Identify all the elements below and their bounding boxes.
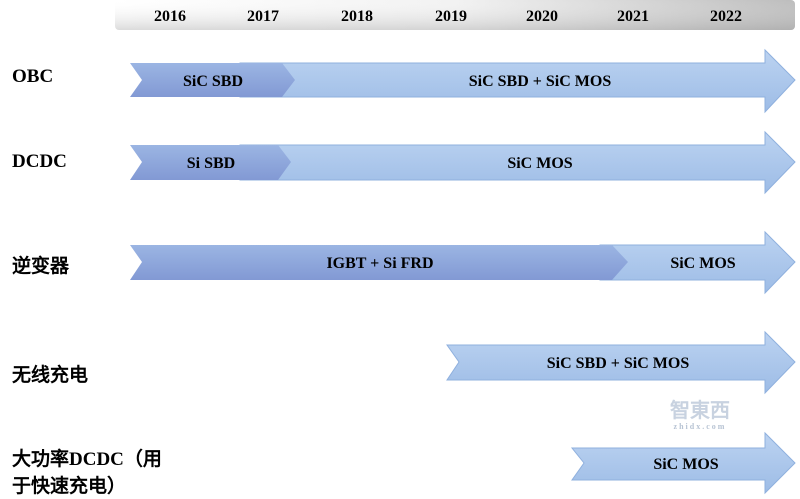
year-label: 2017 bbox=[247, 8, 279, 25]
row-label-obc: OBC bbox=[12, 66, 54, 87]
arrow-inverter-second bbox=[599, 230, 796, 295]
row-label-high-power-dcdc-line2: 于快速充电） bbox=[12, 476, 127, 497]
segment-label: IGBT + Si FRD bbox=[326, 255, 433, 272]
segment-label: SiC SBD bbox=[183, 73, 243, 90]
row-label-inverter: 逆变器 bbox=[12, 256, 70, 277]
segment-label: SiC MOS bbox=[670, 255, 735, 272]
year-label: 2019 bbox=[435, 8, 467, 25]
chevron-obc-first bbox=[130, 63, 295, 97]
row-high-power-dcdc: SiC MOS bbox=[570, 431, 796, 495]
year-label: 2020 bbox=[526, 8, 558, 25]
year-label: 2022 bbox=[710, 8, 742, 25]
chevron-inverter-first bbox=[130, 245, 628, 280]
arrow-obc-main bbox=[239, 48, 796, 114]
year-label: 2016 bbox=[154, 8, 186, 25]
segment-label: SiC SBD + SiC MOS bbox=[469, 73, 612, 90]
chevron-dcdc-first bbox=[130, 145, 291, 180]
arrow-wireless bbox=[446, 330, 796, 395]
watermark-logo: 智東西 zhidx.com bbox=[670, 398, 730, 431]
row-obc: SiC SBD SiC SBD + SiC MOS bbox=[130, 48, 796, 114]
watermark-text: 智東西 bbox=[670, 398, 730, 422]
row-dcdc: Si SBD SiC MOS bbox=[130, 130, 796, 195]
segment-label: SiC MOS bbox=[507, 155, 572, 172]
arrow-dcdc-main bbox=[239, 130, 796, 195]
segment-label: SiC MOS bbox=[653, 456, 718, 473]
segment-label: Si SBD bbox=[187, 155, 235, 172]
row-wireless-charging: SiC SBD + SiC MOS bbox=[446, 330, 796, 395]
year-label: 2018 bbox=[341, 8, 373, 25]
row-label-wireless-charging: 无线充电 bbox=[12, 365, 89, 386]
row-inverter: IGBT + Si FRD SiC MOS bbox=[130, 230, 796, 295]
year-header-bar: 2016 2017 2018 2019 2020 2021 2022 bbox=[115, 0, 795, 30]
arrow-high-power-dcdc bbox=[570, 431, 796, 495]
row-label-high-power-dcdc-line1: 大功率DCDC（用 bbox=[12, 449, 162, 470]
row-label-dcdc: DCDC bbox=[12, 151, 67, 172]
year-label: 2021 bbox=[617, 8, 649, 25]
segment-label: SiC SBD + SiC MOS bbox=[547, 355, 690, 372]
watermark-sub: zhidx.com bbox=[674, 422, 727, 431]
